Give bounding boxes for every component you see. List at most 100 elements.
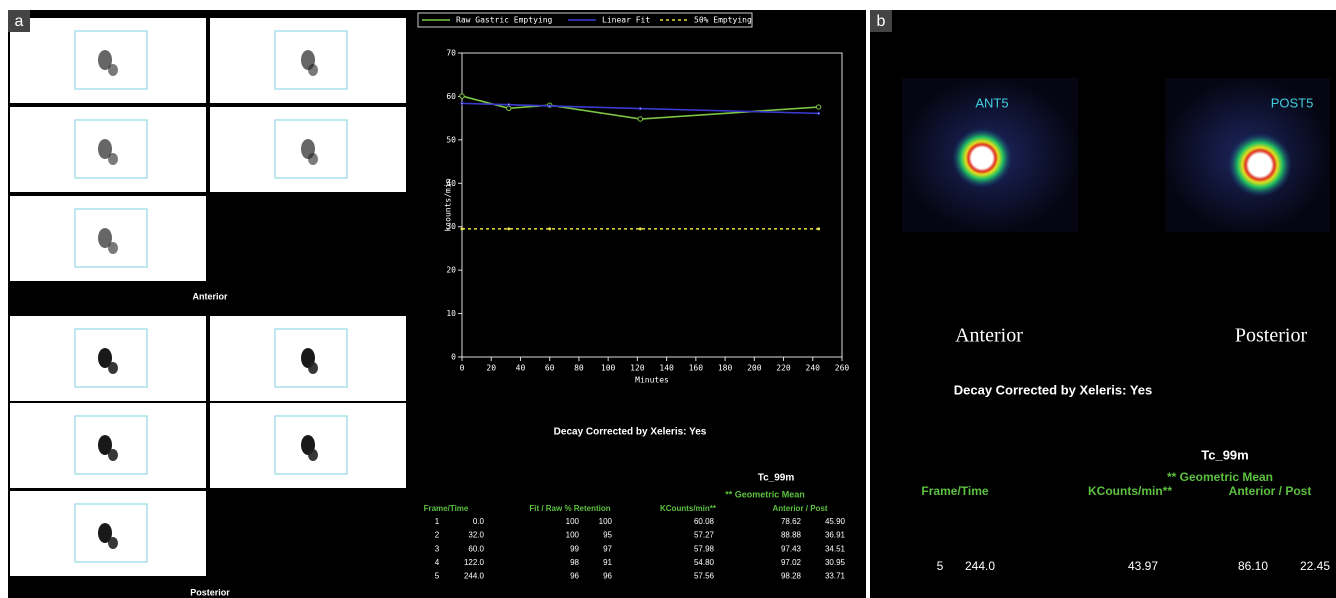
table-cell: 96 <box>570 572 579 581</box>
table-cell: 96 <box>603 572 612 581</box>
table-cell: 97 <box>603 544 612 553</box>
table-cell: 97.43 <box>781 544 802 553</box>
point <box>639 228 641 230</box>
table-header: Fit / Raw % Retention <box>529 504 610 513</box>
table-cell: 43.97 <box>1128 559 1158 573</box>
table-cell: 4 <box>435 558 440 567</box>
table-cell: 78.62 <box>781 517 802 526</box>
point <box>508 228 510 230</box>
x-tick-label: 20 <box>486 364 496 373</box>
table-header: KCounts/min** <box>1088 484 1172 498</box>
table-cell: 86.10 <box>1238 559 1268 573</box>
uptake <box>308 362 318 374</box>
table-cell: 95 <box>603 531 612 540</box>
table-cell: 97.02 <box>781 558 802 567</box>
y-axis-label: kcounts/min <box>444 178 453 231</box>
x-tick-label: 180 <box>718 364 733 373</box>
uptake <box>308 449 318 461</box>
table-cell: 122.0 <box>464 558 485 567</box>
point <box>549 228 551 230</box>
x-tick-label: 0 <box>460 364 465 373</box>
table-cell: 100 <box>566 517 580 526</box>
table-title: ** Geometric Mean <box>1167 470 1273 484</box>
note: Decay Corrected by Xeleris: Yes <box>954 382 1153 397</box>
isotope: Tc_99m <box>758 473 795 484</box>
table-title: ** Geometric Mean <box>725 489 805 499</box>
point <box>507 106 511 110</box>
caption: Posterior <box>190 587 230 597</box>
y-tick-label: 0 <box>451 353 456 362</box>
legend-label: 50% Emptying <box>694 16 752 25</box>
figure: a b Anterior Posterior Decay Corrected b… <box>0 0 1336 598</box>
table-cell: 5 <box>435 572 440 581</box>
table-cell: 36.91 <box>825 531 846 540</box>
table-cell: 5 <box>937 559 944 573</box>
uptake <box>108 362 118 374</box>
table-cell: 34.51 <box>825 544 846 553</box>
x-tick-label: 160 <box>689 364 704 373</box>
x-tick-label: 120 <box>630 364 645 373</box>
table-cell: 2 <box>435 531 440 540</box>
caption: Anterior <box>192 291 228 301</box>
x-tick-label: 100 <box>601 364 616 373</box>
point <box>460 94 464 98</box>
table-cell: 60.0 <box>468 544 484 553</box>
x-tick-label: 240 <box>806 364 821 373</box>
point <box>638 117 642 121</box>
table-cell: 57.56 <box>694 572 715 581</box>
image-label: POST5 <box>1271 95 1314 110</box>
table-header: Frame/Time <box>921 484 988 498</box>
point <box>818 228 820 230</box>
table-cell: 100 <box>566 531 580 540</box>
uptake <box>108 64 118 76</box>
table-cell: 22.45 <box>1300 559 1330 573</box>
point <box>549 105 551 107</box>
point <box>639 108 641 110</box>
table-cell: 244.0 <box>464 572 485 581</box>
table-cell: 30.95 <box>825 558 846 567</box>
table-cell: 32.0 <box>468 531 484 540</box>
image-label: ANT5 <box>975 95 1008 110</box>
scan-uptake <box>1228 133 1292 197</box>
table-cell: 33.71 <box>825 572 846 581</box>
point <box>461 102 463 104</box>
table-cell: 1 <box>435 517 440 526</box>
x-axis-label: Minutes <box>635 376 669 385</box>
uptake <box>308 153 318 165</box>
table-cell: 54.80 <box>694 558 715 567</box>
scan-uptake <box>952 128 1012 188</box>
y-tick-label: 50 <box>446 135 456 144</box>
y-tick-label: 20 <box>446 266 456 275</box>
table-header: Anterior / Post <box>772 504 827 513</box>
table-header: Frame/Time <box>424 504 469 513</box>
x-tick-label: 260 <box>835 364 850 373</box>
point <box>461 228 463 230</box>
uptake <box>108 242 118 254</box>
table-cell: 0.0 <box>473 517 485 526</box>
table-cell: 99 <box>570 544 579 553</box>
y-tick-label: 60 <box>446 92 456 101</box>
point <box>818 112 820 114</box>
table-cell: 45.90 <box>825 517 846 526</box>
table-cell: 57.27 <box>694 531 715 540</box>
table-cell: 100 <box>599 517 613 526</box>
caption: Posterior <box>1235 325 1308 347</box>
table-cell: 244.0 <box>965 559 995 573</box>
x-tick-label: 200 <box>747 364 762 373</box>
table-header: Anterior / Post <box>1229 484 1312 498</box>
note: Decay Corrected by Xeleris: Yes <box>554 427 707 438</box>
uptake <box>308 64 318 76</box>
legend-label: Raw Gastric Emptying <box>456 16 553 25</box>
x-tick-label: 140 <box>659 364 674 373</box>
x-tick-label: 40 <box>516 364 526 373</box>
table-cell: 98.28 <box>781 572 802 581</box>
table-cell: 57.98 <box>694 544 715 553</box>
table-cell: 91 <box>603 558 612 567</box>
uptake <box>108 537 118 549</box>
panel-label: a <box>15 13 24 30</box>
x-tick-label: 80 <box>574 364 584 373</box>
x-tick-label: 220 <box>776 364 791 373</box>
caption: Anterior <box>955 325 1023 347</box>
y-tick-label: 10 <box>446 309 456 318</box>
panel-label: b <box>877 13 886 30</box>
